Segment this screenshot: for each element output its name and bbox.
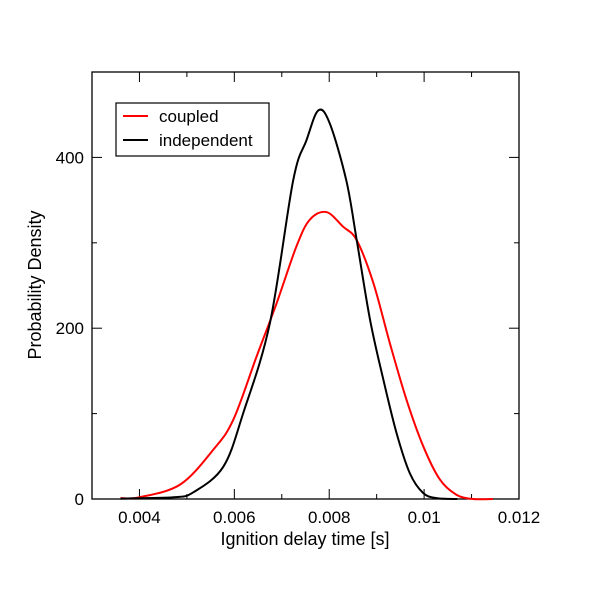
legend-box: [115, 102, 270, 157]
x-axis-label: Ignition delay time [s]: [220, 529, 389, 549]
plot-frame: [91, 71, 520, 500]
legend: coupled independent: [115, 102, 270, 157]
y-tick-label: 0: [75, 490, 84, 509]
y-tick-label: 400: [56, 148, 84, 167]
x-tick-label: 0.01: [408, 508, 441, 527]
y-tick-label: 200: [56, 319, 84, 338]
x-tick-label: 0.008: [308, 508, 351, 527]
y-axis-label: Probability Density: [25, 210, 45, 359]
series-line-coupled: [120, 210, 493, 501]
series-lines: [120, 108, 493, 501]
series-line-independent: [120, 108, 458, 500]
axis-ticks: 0.004 0.006 0.008 0.01 0.012 0 200 400: [56, 72, 541, 527]
x-tick-label: 0.006: [213, 508, 256, 527]
legend-label-coupled: coupled: [159, 107, 219, 126]
x-tick-label: 0.012: [498, 508, 541, 527]
legend-label-independent: independent: [159, 131, 253, 150]
x-tick-label: 0.004: [118, 508, 161, 527]
